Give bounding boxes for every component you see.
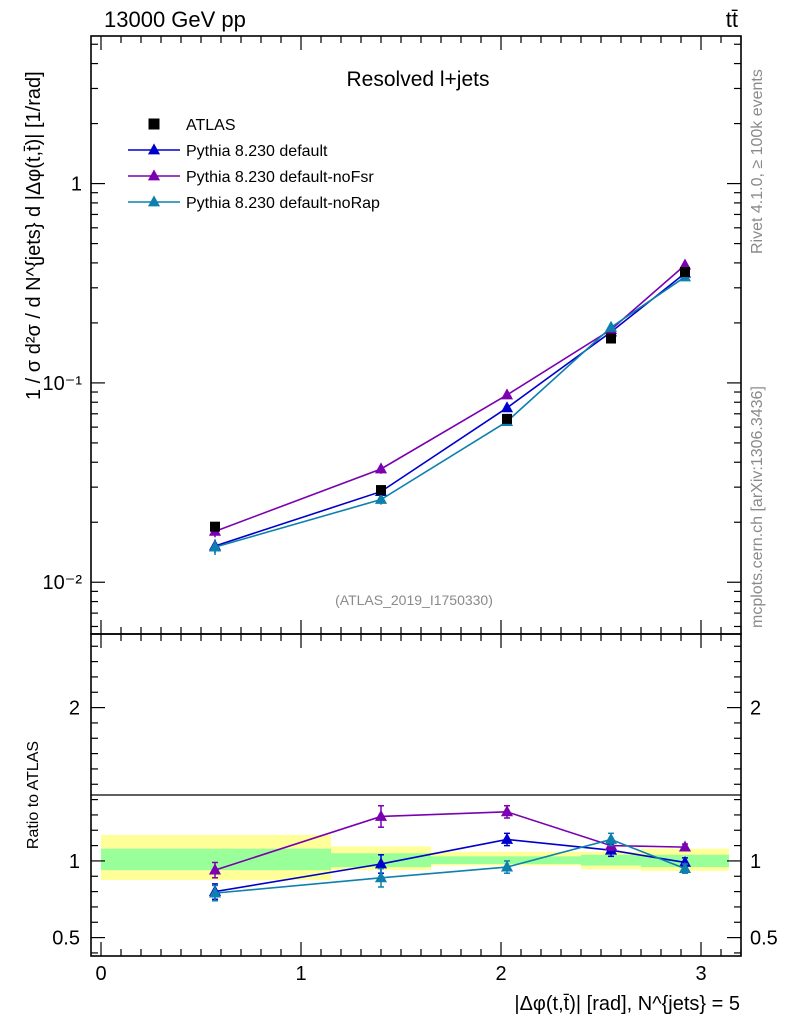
ratio-point (374, 857, 388, 869)
series-line (214, 276, 686, 548)
main-y-axis-label: 1 / σ d²σ / d N^{jets} d |Δφ(t,t̄)| [1/r… (23, 71, 45, 400)
data-point (678, 258, 692, 270)
ratio-y-tick-label-right: 1 (750, 851, 761, 873)
series-pythia-8-230-default-norap (208, 270, 692, 555)
x-tick-label: 3 (695, 963, 706, 985)
data-point (604, 320, 618, 332)
ratio-point (604, 832, 618, 844)
energy-label: 13000 GeV pp (104, 7, 246, 32)
ratio-point (374, 871, 388, 883)
legend-marker (148, 118, 160, 130)
main-y-tick-label: 1 (71, 174, 82, 196)
data-point (208, 540, 222, 552)
x-tick-label: 2 (495, 963, 506, 985)
process-label: tt̄ (726, 7, 738, 32)
data-point (680, 267, 690, 278)
mcplots-label: mcplots.cern.ch [arXiv:1306.3436] (749, 386, 766, 628)
ratio-series-pythia-8-230-default-norap (208, 832, 692, 902)
ratio-point (500, 805, 514, 817)
ratio-y-axis-label: Ratio to ATLAS (25, 741, 42, 849)
x-axis-label: |Δφ(t,t̄)| [rad], N^{jets} = 5 (514, 993, 740, 1015)
ratio-stat-band (431, 856, 581, 864)
data-point (376, 485, 386, 496)
main-plot-title: Resolved l+jets (347, 68, 490, 91)
legend-entry: ATLAS (186, 117, 236, 134)
ratio-y-tick-label-right: 2 (750, 698, 761, 720)
ratio-y-tick-label: 0.5 (52, 928, 80, 950)
legend-entry: Pythia 8.230 default-noRap (186, 195, 380, 212)
ratio-y-tick-label: 2 (69, 698, 80, 720)
legend: ATLAS Pythia 8.230 default Pythia 8.230 de… (128, 117, 380, 212)
ratio-point (678, 862, 692, 873)
data-point (374, 492, 388, 504)
data-point (374, 462, 388, 474)
data-point (502, 413, 512, 424)
ratio-point (500, 832, 514, 844)
ratio-point (500, 860, 514, 872)
ratio-point (374, 809, 388, 821)
ratio-point (678, 855, 692, 867)
legend-entry: Pythia 8.230 default-noFsr (186, 169, 374, 186)
ratio-y-tick-label-right: 0.5 (750, 928, 778, 950)
data-point (606, 333, 616, 344)
ratio-plot-frame (90, 633, 742, 957)
analysis-label: (ATLAS_2019_I1750330) (335, 592, 493, 608)
legend-entry: Pythia 8.230 default (186, 143, 328, 160)
ratio-plot-panel: 0.5 0.5 1 1 2 2 0 1 2 3 Ratio to ATLAS |Δφ(t,t̄)|… (25, 633, 778, 1015)
data-point (500, 388, 514, 400)
x-tick-label: 0 (95, 963, 106, 985)
legend-marker (147, 169, 161, 181)
series-pythia-8-230-default (208, 266, 692, 554)
ratio-stat-band (101, 848, 331, 871)
main-plot-panel: 10⁻² 10⁻¹ 1 Resolved l+jets (ATLAS_2019_I1… (23, 35, 742, 635)
ratio-point (208, 863, 222, 875)
x-tick-label: 1 (295, 963, 306, 985)
series-atlas (210, 267, 690, 532)
data-point (210, 521, 220, 532)
series-pythia-8-230-default-nofsr (208, 258, 692, 538)
ratio-stat-band (581, 854, 641, 866)
main-y-tick-label: 10⁻¹ (43, 373, 83, 395)
ratio-point (678, 840, 692, 852)
main-y-tick-label: 10⁻² (43, 572, 83, 594)
rivet-label: Rivet 4.1.0, ≥ 100k events (749, 69, 766, 254)
legend-marker (147, 195, 161, 207)
ratio-y-tick-label: 1 (69, 851, 80, 873)
data-point (500, 401, 514, 413)
legend-marker (147, 143, 161, 155)
series-line (214, 264, 686, 533)
ratio-point (208, 886, 222, 898)
